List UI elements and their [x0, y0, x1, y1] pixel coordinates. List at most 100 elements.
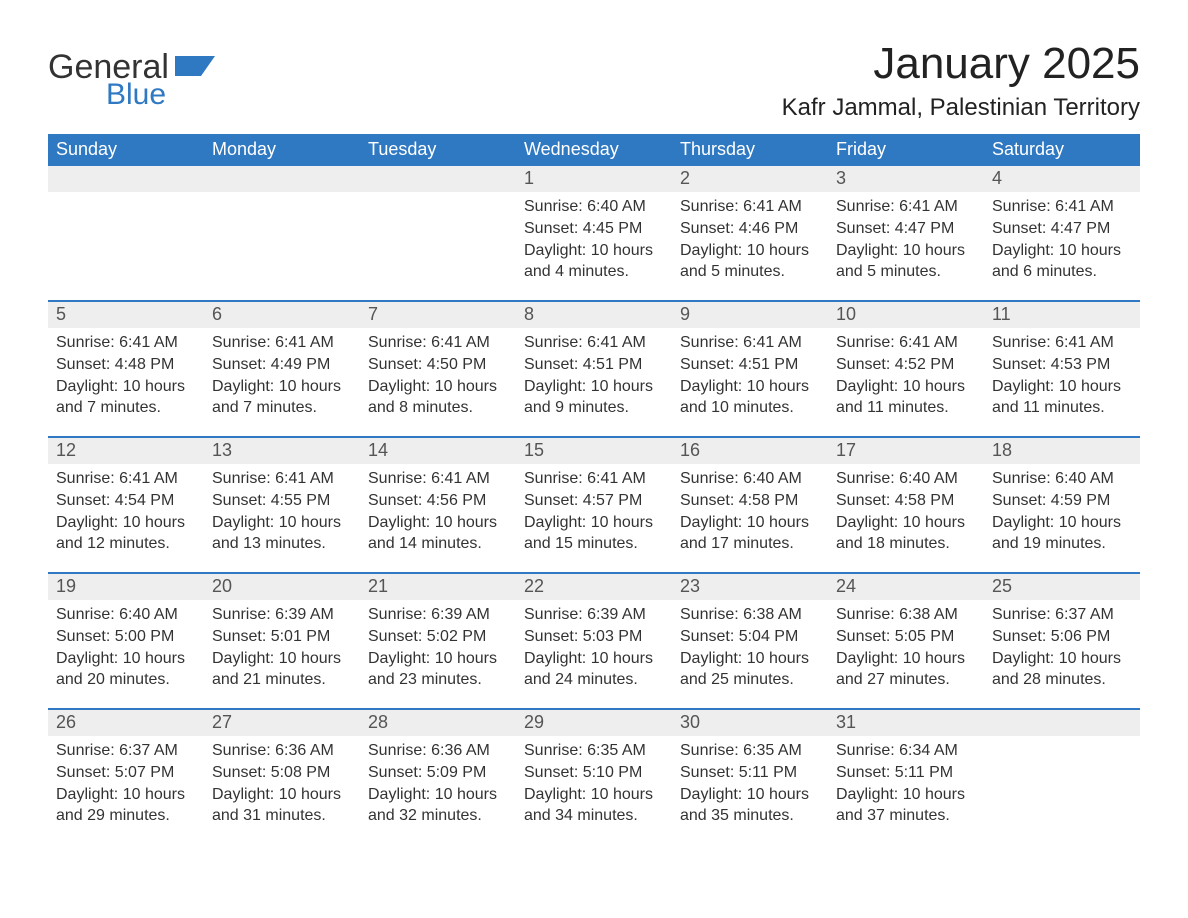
day-daylight2: and 25 minutes.	[680, 669, 820, 691]
weeks-container: 1Sunrise: 6:40 AMSunset: 4:45 PMDaylight…	[48, 166, 1140, 844]
day-sunset: Sunset: 4:52 PM	[836, 354, 976, 376]
day-sunrise: Sunrise: 6:36 AM	[368, 740, 508, 762]
day-sunset: Sunset: 5:00 PM	[56, 626, 196, 648]
day-body: Sunrise: 6:40 AMSunset: 4:58 PMDaylight:…	[828, 464, 984, 566]
day-sunrise: Sunrise: 6:40 AM	[56, 604, 196, 626]
day-body	[360, 192, 516, 288]
day-daylight2: and 14 minutes.	[368, 533, 508, 555]
day-sunset: Sunset: 4:45 PM	[524, 218, 664, 240]
day-sunset: Sunset: 5:08 PM	[212, 762, 352, 784]
day-body: Sunrise: 6:41 AMSunset: 4:55 PMDaylight:…	[204, 464, 360, 566]
day-number: 29	[516, 710, 672, 736]
day-number: 12	[48, 438, 204, 464]
day-cell: 6Sunrise: 6:41 AMSunset: 4:49 PMDaylight…	[204, 302, 360, 436]
day-cell: 8Sunrise: 6:41 AMSunset: 4:51 PMDaylight…	[516, 302, 672, 436]
day-daylight1: Daylight: 10 hours	[680, 512, 820, 534]
day-sunset: Sunset: 4:58 PM	[836, 490, 976, 512]
day-number: 6	[204, 302, 360, 328]
day-cell	[984, 710, 1140, 844]
day-sunset: Sunset: 4:58 PM	[680, 490, 820, 512]
day-cell: 27Sunrise: 6:36 AMSunset: 5:08 PMDayligh…	[204, 710, 360, 844]
day-daylight1: Daylight: 10 hours	[524, 376, 664, 398]
day-cell: 31Sunrise: 6:34 AMSunset: 5:11 PMDayligh…	[828, 710, 984, 844]
day-daylight2: and 8 minutes.	[368, 397, 508, 419]
day-cell: 5Sunrise: 6:41 AMSunset: 4:48 PMDaylight…	[48, 302, 204, 436]
day-body: Sunrise: 6:40 AMSunset: 4:58 PMDaylight:…	[672, 464, 828, 566]
day-cell	[204, 166, 360, 300]
logo-text: General Blue	[48, 50, 215, 110]
dow-saturday: Saturday	[984, 134, 1140, 166]
day-body: Sunrise: 6:40 AMSunset: 5:00 PMDaylight:…	[48, 600, 204, 702]
day-daylight2: and 19 minutes.	[992, 533, 1132, 555]
day-body: Sunrise: 6:41 AMSunset: 4:51 PMDaylight:…	[516, 328, 672, 430]
day-sunrise: Sunrise: 6:36 AM	[212, 740, 352, 762]
dow-thursday: Thursday	[672, 134, 828, 166]
day-number: 21	[360, 574, 516, 600]
dow-wednesday: Wednesday	[516, 134, 672, 166]
day-cell: 21Sunrise: 6:39 AMSunset: 5:02 PMDayligh…	[360, 574, 516, 708]
day-number: 5	[48, 302, 204, 328]
day-daylight1: Daylight: 10 hours	[56, 784, 196, 806]
day-sunrise: Sunrise: 6:41 AM	[56, 332, 196, 354]
day-number: 10	[828, 302, 984, 328]
day-cell: 30Sunrise: 6:35 AMSunset: 5:11 PMDayligh…	[672, 710, 828, 844]
day-number: 2	[672, 166, 828, 192]
day-daylight1: Daylight: 10 hours	[212, 784, 352, 806]
day-daylight2: and 11 minutes.	[836, 397, 976, 419]
day-number: 4	[984, 166, 1140, 192]
day-sunrise: Sunrise: 6:35 AM	[680, 740, 820, 762]
day-number: 13	[204, 438, 360, 464]
day-body: Sunrise: 6:41 AMSunset: 4:48 PMDaylight:…	[48, 328, 204, 430]
day-daylight2: and 15 minutes.	[524, 533, 664, 555]
day-number: 28	[360, 710, 516, 736]
day-number: 19	[48, 574, 204, 600]
day-cell: 11Sunrise: 6:41 AMSunset: 4:53 PMDayligh…	[984, 302, 1140, 436]
day-daylight1: Daylight: 10 hours	[524, 512, 664, 534]
day-daylight1: Daylight: 10 hours	[680, 784, 820, 806]
day-sunrise: Sunrise: 6:38 AM	[680, 604, 820, 626]
day-number: 9	[672, 302, 828, 328]
day-sunset: Sunset: 4:49 PM	[212, 354, 352, 376]
day-sunset: Sunset: 5:10 PM	[524, 762, 664, 784]
day-daylight2: and 28 minutes.	[992, 669, 1132, 691]
day-cell: 10Sunrise: 6:41 AMSunset: 4:52 PMDayligh…	[828, 302, 984, 436]
day-body: Sunrise: 6:39 AMSunset: 5:01 PMDaylight:…	[204, 600, 360, 702]
day-number: 30	[672, 710, 828, 736]
dow-monday: Monday	[204, 134, 360, 166]
month-title: January 2025	[782, 40, 1140, 88]
day-daylight1: Daylight: 10 hours	[368, 648, 508, 670]
day-sunset: Sunset: 5:03 PM	[524, 626, 664, 648]
day-daylight2: and 29 minutes.	[56, 805, 196, 827]
day-daylight1: Daylight: 10 hours	[524, 240, 664, 262]
location-subtitle: Kafr Jammal, Palestinian Territory	[782, 94, 1140, 122]
day-daylight1: Daylight: 10 hours	[836, 240, 976, 262]
day-daylight1: Daylight: 10 hours	[212, 648, 352, 670]
day-daylight1: Daylight: 10 hours	[368, 512, 508, 534]
day-body: Sunrise: 6:41 AMSunset: 4:53 PMDaylight:…	[984, 328, 1140, 430]
generalblue-logo: General Blue	[48, 50, 215, 110]
day-daylight2: and 5 minutes.	[836, 261, 976, 283]
day-daylight1: Daylight: 10 hours	[212, 512, 352, 534]
day-sunset: Sunset: 5:09 PM	[368, 762, 508, 784]
day-number: 15	[516, 438, 672, 464]
day-sunrise: Sunrise: 6:41 AM	[992, 196, 1132, 218]
day-number: 20	[204, 574, 360, 600]
calendar-page: General Blue January 2025 Kafr Jammal, P…	[0, 0, 1188, 884]
day-sunrise: Sunrise: 6:35 AM	[524, 740, 664, 762]
day-body: Sunrise: 6:39 AMSunset: 5:03 PMDaylight:…	[516, 600, 672, 702]
day-daylight2: and 34 minutes.	[524, 805, 664, 827]
day-sunrise: Sunrise: 6:40 AM	[680, 468, 820, 490]
day-cell: 1Sunrise: 6:40 AMSunset: 4:45 PMDaylight…	[516, 166, 672, 300]
day-daylight1: Daylight: 10 hours	[368, 376, 508, 398]
day-body	[984, 736, 1140, 832]
day-daylight2: and 11 minutes.	[992, 397, 1132, 419]
day-body: Sunrise: 6:36 AMSunset: 5:09 PMDaylight:…	[360, 736, 516, 838]
day-body: Sunrise: 6:41 AMSunset: 4:57 PMDaylight:…	[516, 464, 672, 566]
day-body: Sunrise: 6:40 AMSunset: 4:45 PMDaylight:…	[516, 192, 672, 294]
week-row: 1Sunrise: 6:40 AMSunset: 4:45 PMDaylight…	[48, 166, 1140, 300]
day-cell: 22Sunrise: 6:39 AMSunset: 5:03 PMDayligh…	[516, 574, 672, 708]
day-cell: 7Sunrise: 6:41 AMSunset: 4:50 PMDaylight…	[360, 302, 516, 436]
day-body: Sunrise: 6:37 AMSunset: 5:06 PMDaylight:…	[984, 600, 1140, 702]
day-sunset: Sunset: 4:48 PM	[56, 354, 196, 376]
day-body: Sunrise: 6:38 AMSunset: 5:04 PMDaylight:…	[672, 600, 828, 702]
